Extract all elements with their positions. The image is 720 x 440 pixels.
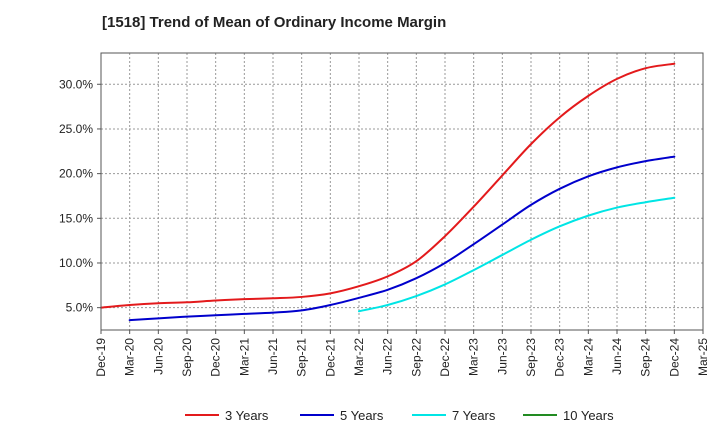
legend-label: 10 Years (563, 408, 614, 423)
x-tick-label: Sep-24 (639, 338, 653, 377)
x-tick-label: Sep-20 (180, 338, 194, 377)
y-tick-label: 30.0% (59, 77, 93, 91)
chart-title: [1518] Trend of Mean of Ordinary Income … (102, 14, 447, 31)
plot-border (100, 52, 704, 331)
x-tick-label: Jun-21 (266, 338, 280, 375)
x-tick-label: Dec-19 (94, 338, 108, 377)
legend-label: 7 Years (452, 408, 496, 423)
y-tick-label: 20.0% (59, 167, 93, 181)
x-tick-label: Jun-23 (495, 338, 509, 375)
y-tick-label: 5.0% (66, 301, 94, 315)
series-line-5-years (128, 155, 676, 322)
x-tick-label: Sep-22 (409, 338, 423, 377)
plot-area (101, 53, 703, 330)
x-tick-label: Dec-21 (323, 338, 337, 377)
grid-lines (101, 53, 703, 330)
x-tick-label: Mar-25 (696, 338, 710, 376)
x-tick-label: Mar-23 (467, 338, 481, 376)
legend: 3 Years 5 Years 7 Years 10 Years (185, 408, 614, 423)
y-tick-label: 10.0% (59, 256, 93, 270)
legend-label: 5 Years (340, 408, 384, 423)
y-axis: 5.0% 10.0% 15.0% 20.0% 25.0% 30.0% (59, 77, 101, 315)
series-line-3-years (100, 62, 676, 309)
x-tick-label: Mar-21 (237, 338, 251, 376)
x-tick-label: Mar-22 (352, 338, 366, 376)
x-tick-label: Sep-21 (295, 338, 309, 377)
x-axis: Dec-19 Mar-20 Jun-20 Sep-20 Dec-20 Mar-21 Jun-… (94, 330, 710, 377)
x-tick-label: Jun-24 (610, 338, 624, 375)
x-tick-label: Sep-23 (524, 338, 538, 377)
legend-label: 3 Years (225, 408, 269, 423)
x-tick-label: Jun-20 (151, 338, 165, 375)
x-tick-label: Dec-23 (553, 338, 567, 377)
series-layer (100, 62, 676, 322)
x-tick-label: Jun-22 (381, 338, 395, 375)
y-tick-label: 15.0% (59, 211, 93, 225)
x-tick-label: Mar-24 (581, 338, 595, 376)
x-tick-label: Dec-24 (667, 338, 681, 377)
x-tick-label: Mar-20 (123, 338, 137, 376)
series-line-7-years (358, 196, 676, 313)
x-tick-label: Dec-20 (209, 338, 223, 377)
y-tick-label: 25.0% (59, 122, 93, 136)
x-tick-label: Dec-22 (438, 338, 452, 377)
